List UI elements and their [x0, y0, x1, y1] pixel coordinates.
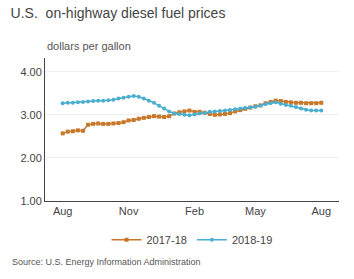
svg-text:Source: U.S. Energy Informatio: Source: U.S. Energy Information Administ… [12, 257, 201, 267]
svg-text:1.00: 1.00 [20, 195, 41, 207]
svg-text:4.00: 4.00 [20, 66, 41, 78]
svg-text:dollars per gallon: dollars per gallon [47, 40, 131, 52]
svg-text:2018-19: 2018-19 [232, 234, 272, 246]
svg-text:Nov: Nov [119, 205, 139, 217]
svg-text:3.00: 3.00 [20, 109, 41, 121]
svg-text:2017-18: 2017-18 [147, 234, 187, 246]
svg-text:Feb: Feb [185, 205, 204, 217]
svg-text:Aug: Aug [53, 205, 73, 217]
svg-text:Aug: Aug [312, 205, 332, 217]
svg-text:May: May [245, 205, 266, 217]
svg-text:U.S. on-highway diesel fuel p: U.S. on-highway diesel fuel prices [11, 5, 226, 21]
svg-text:2.00: 2.00 [20, 152, 41, 164]
